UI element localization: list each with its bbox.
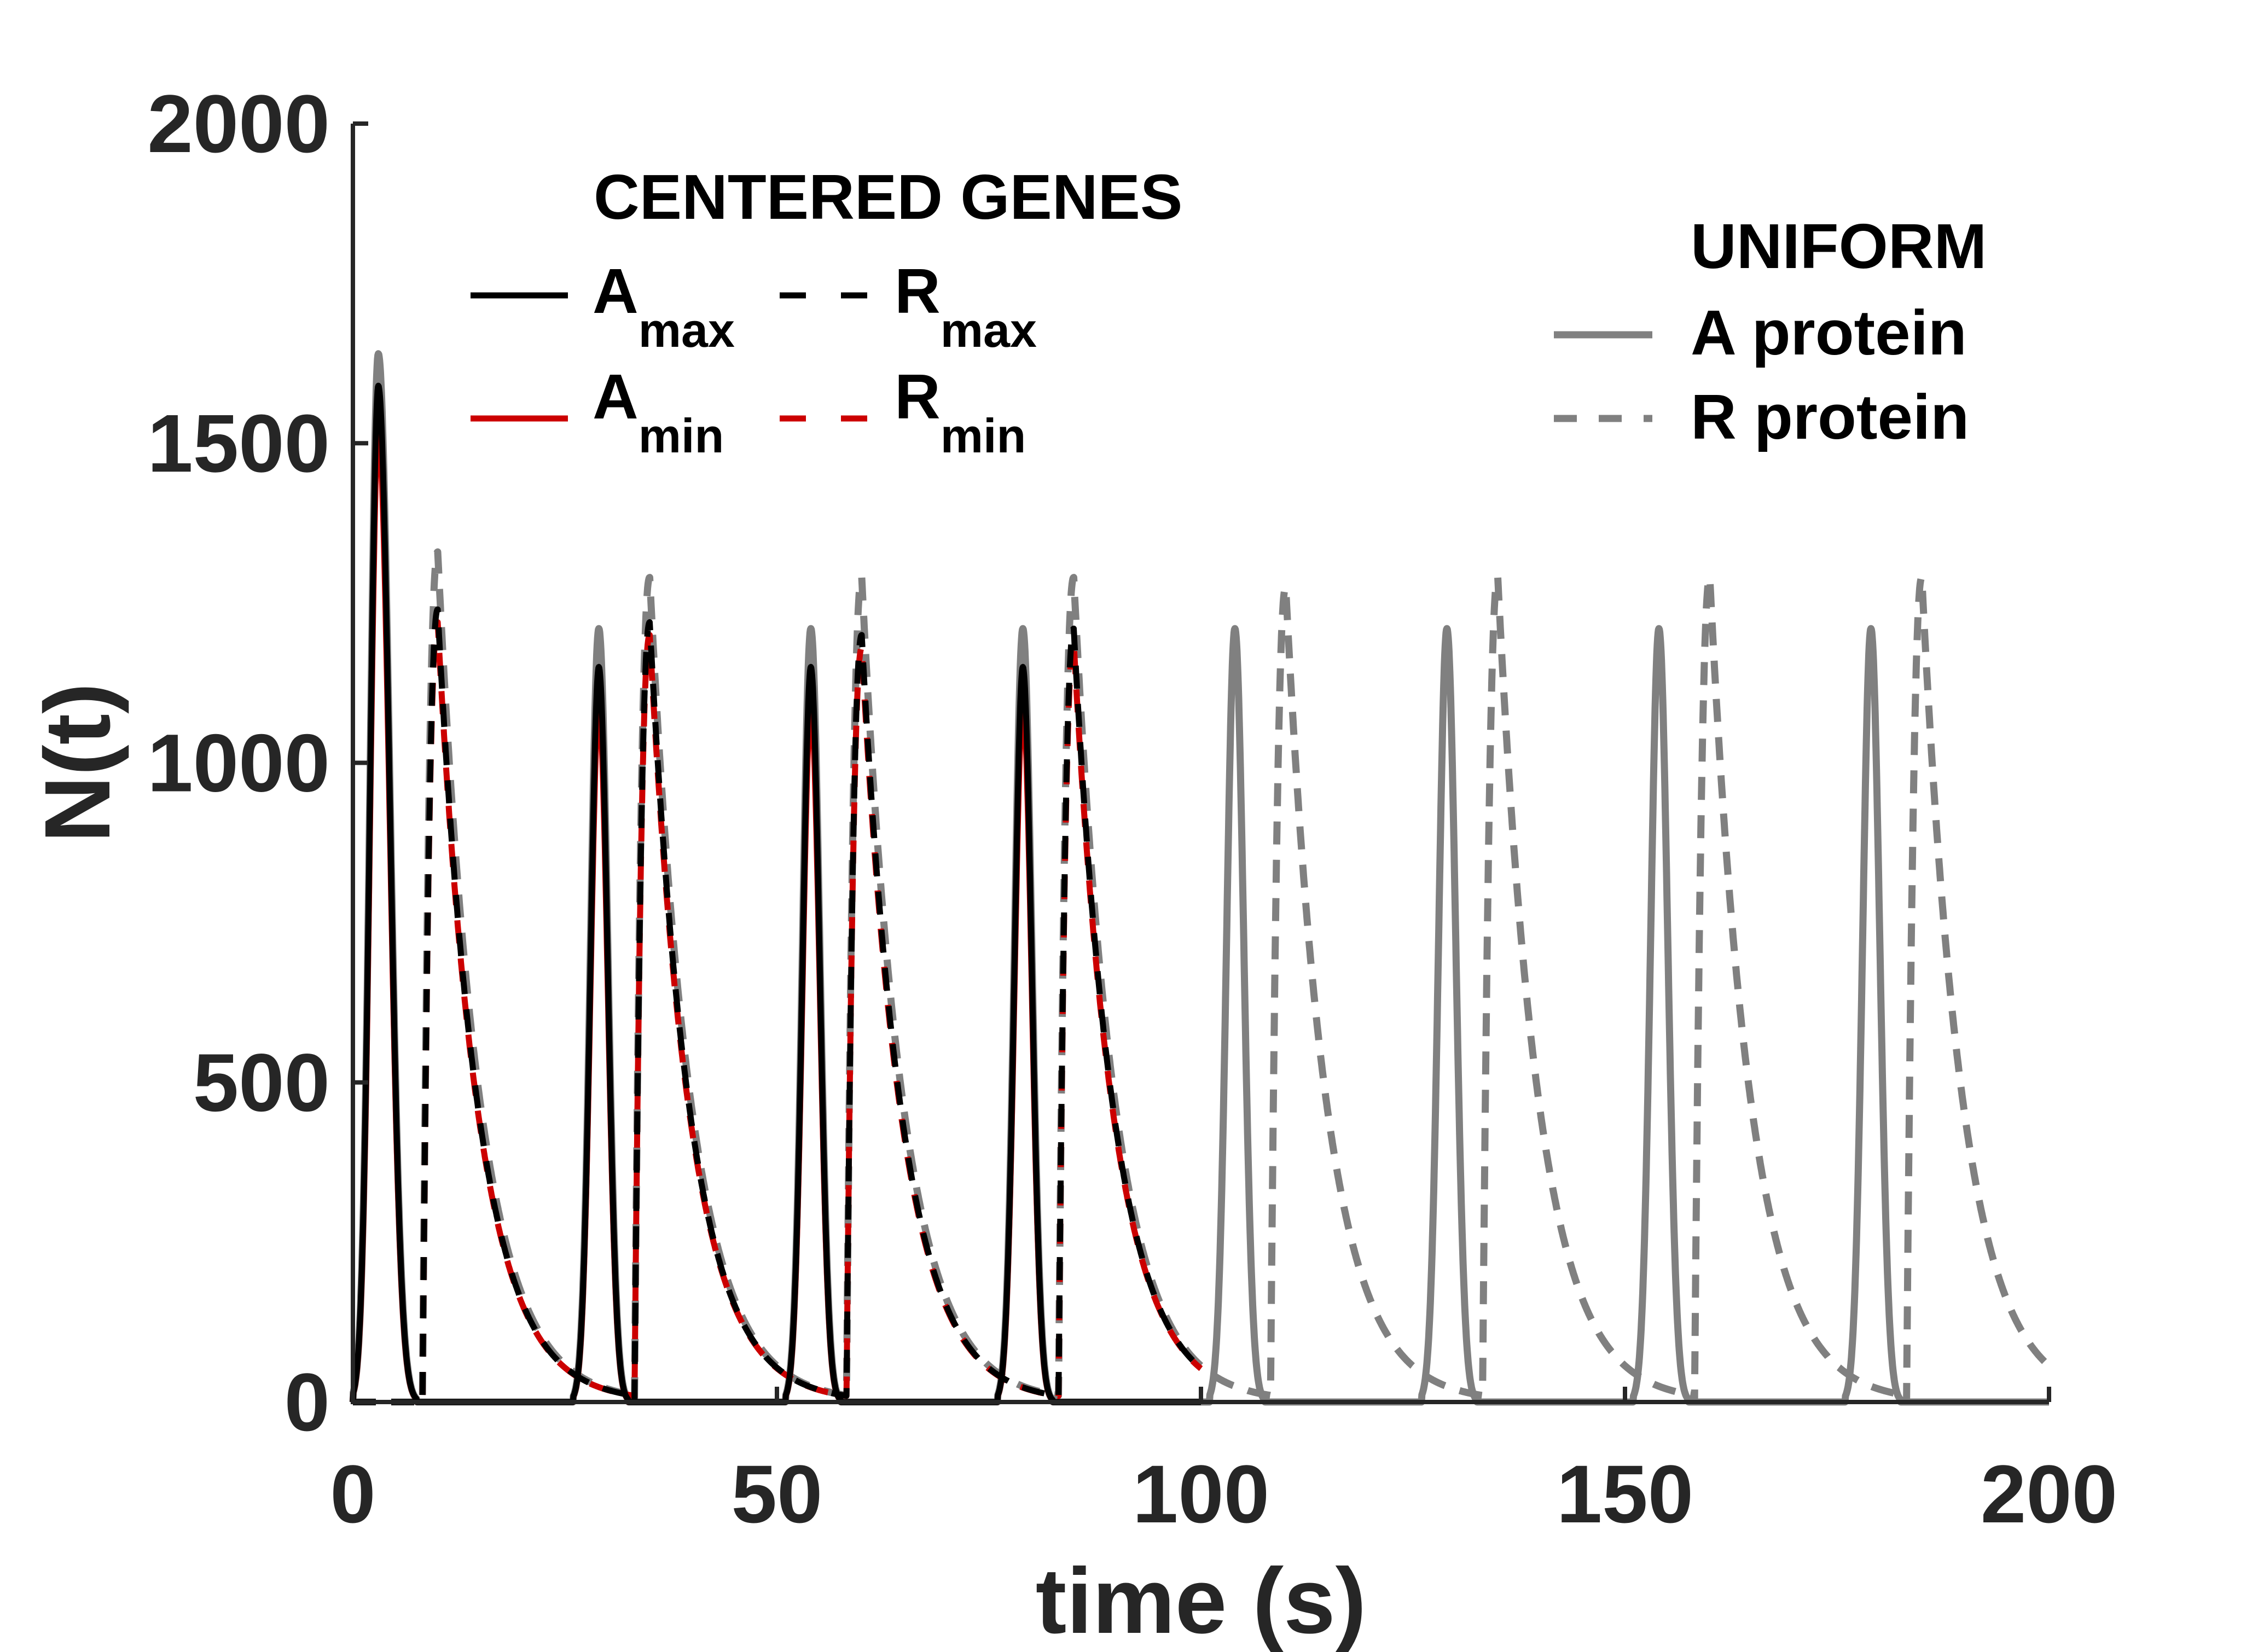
legend-label-a-max: Amax [593, 255, 735, 357]
y-tick-label: 1500 [147, 397, 330, 489]
y-tick-label: 2000 [147, 78, 330, 170]
y-tick-label: 0 [285, 1356, 330, 1448]
legend-subscript: min [639, 409, 724, 463]
legend-centered-genes-title: CENTERED GENES [594, 161, 1182, 232]
y-tick-label: 1000 [147, 717, 330, 809]
legend-label-r-min: Rmin [895, 361, 1026, 463]
y-tick-label: 500 [193, 1037, 330, 1129]
x-tick-label: 0 [330, 1448, 375, 1540]
series-a-max-centered-genes-line [350, 382, 1204, 1405]
x-tick-label: 100 [1133, 1448, 1269, 1540]
legend-subscript: min [941, 409, 1026, 463]
series-r-min-centered-genes-line [350, 619, 1204, 1405]
legend-label-r-protein: R protein [1691, 381, 1969, 452]
y-axis-label: N(t) [26, 683, 130, 843]
legend-label-a-min: Amin [593, 361, 724, 463]
legend-subscript: max [639, 303, 735, 357]
x-tick-label: 50 [732, 1448, 823, 1540]
legend-layer: CENTERED GENES Amax Rmax Amin Rmin UNIFORM A p… [471, 161, 1987, 463]
x-axis-label: time (s) [1036, 1549, 1367, 1652]
legend-label-a-protein: A protein [1691, 297, 1967, 368]
legend-label-r-max: Rmax [895, 255, 1037, 357]
legend-subscript: max [941, 303, 1037, 357]
legend-uniform-title: UNIFORM [1691, 211, 1987, 282]
ticks-layer: 0 500 1000 1500 2000 0 50 100 150 200 [147, 78, 2117, 1540]
x-tick-label: 200 [1981, 1448, 2117, 1540]
x-tick-label: 150 [1557, 1448, 1693, 1540]
series-layer [349, 350, 2052, 1406]
series-r-max-centered-genes-line [350, 606, 1204, 1405]
